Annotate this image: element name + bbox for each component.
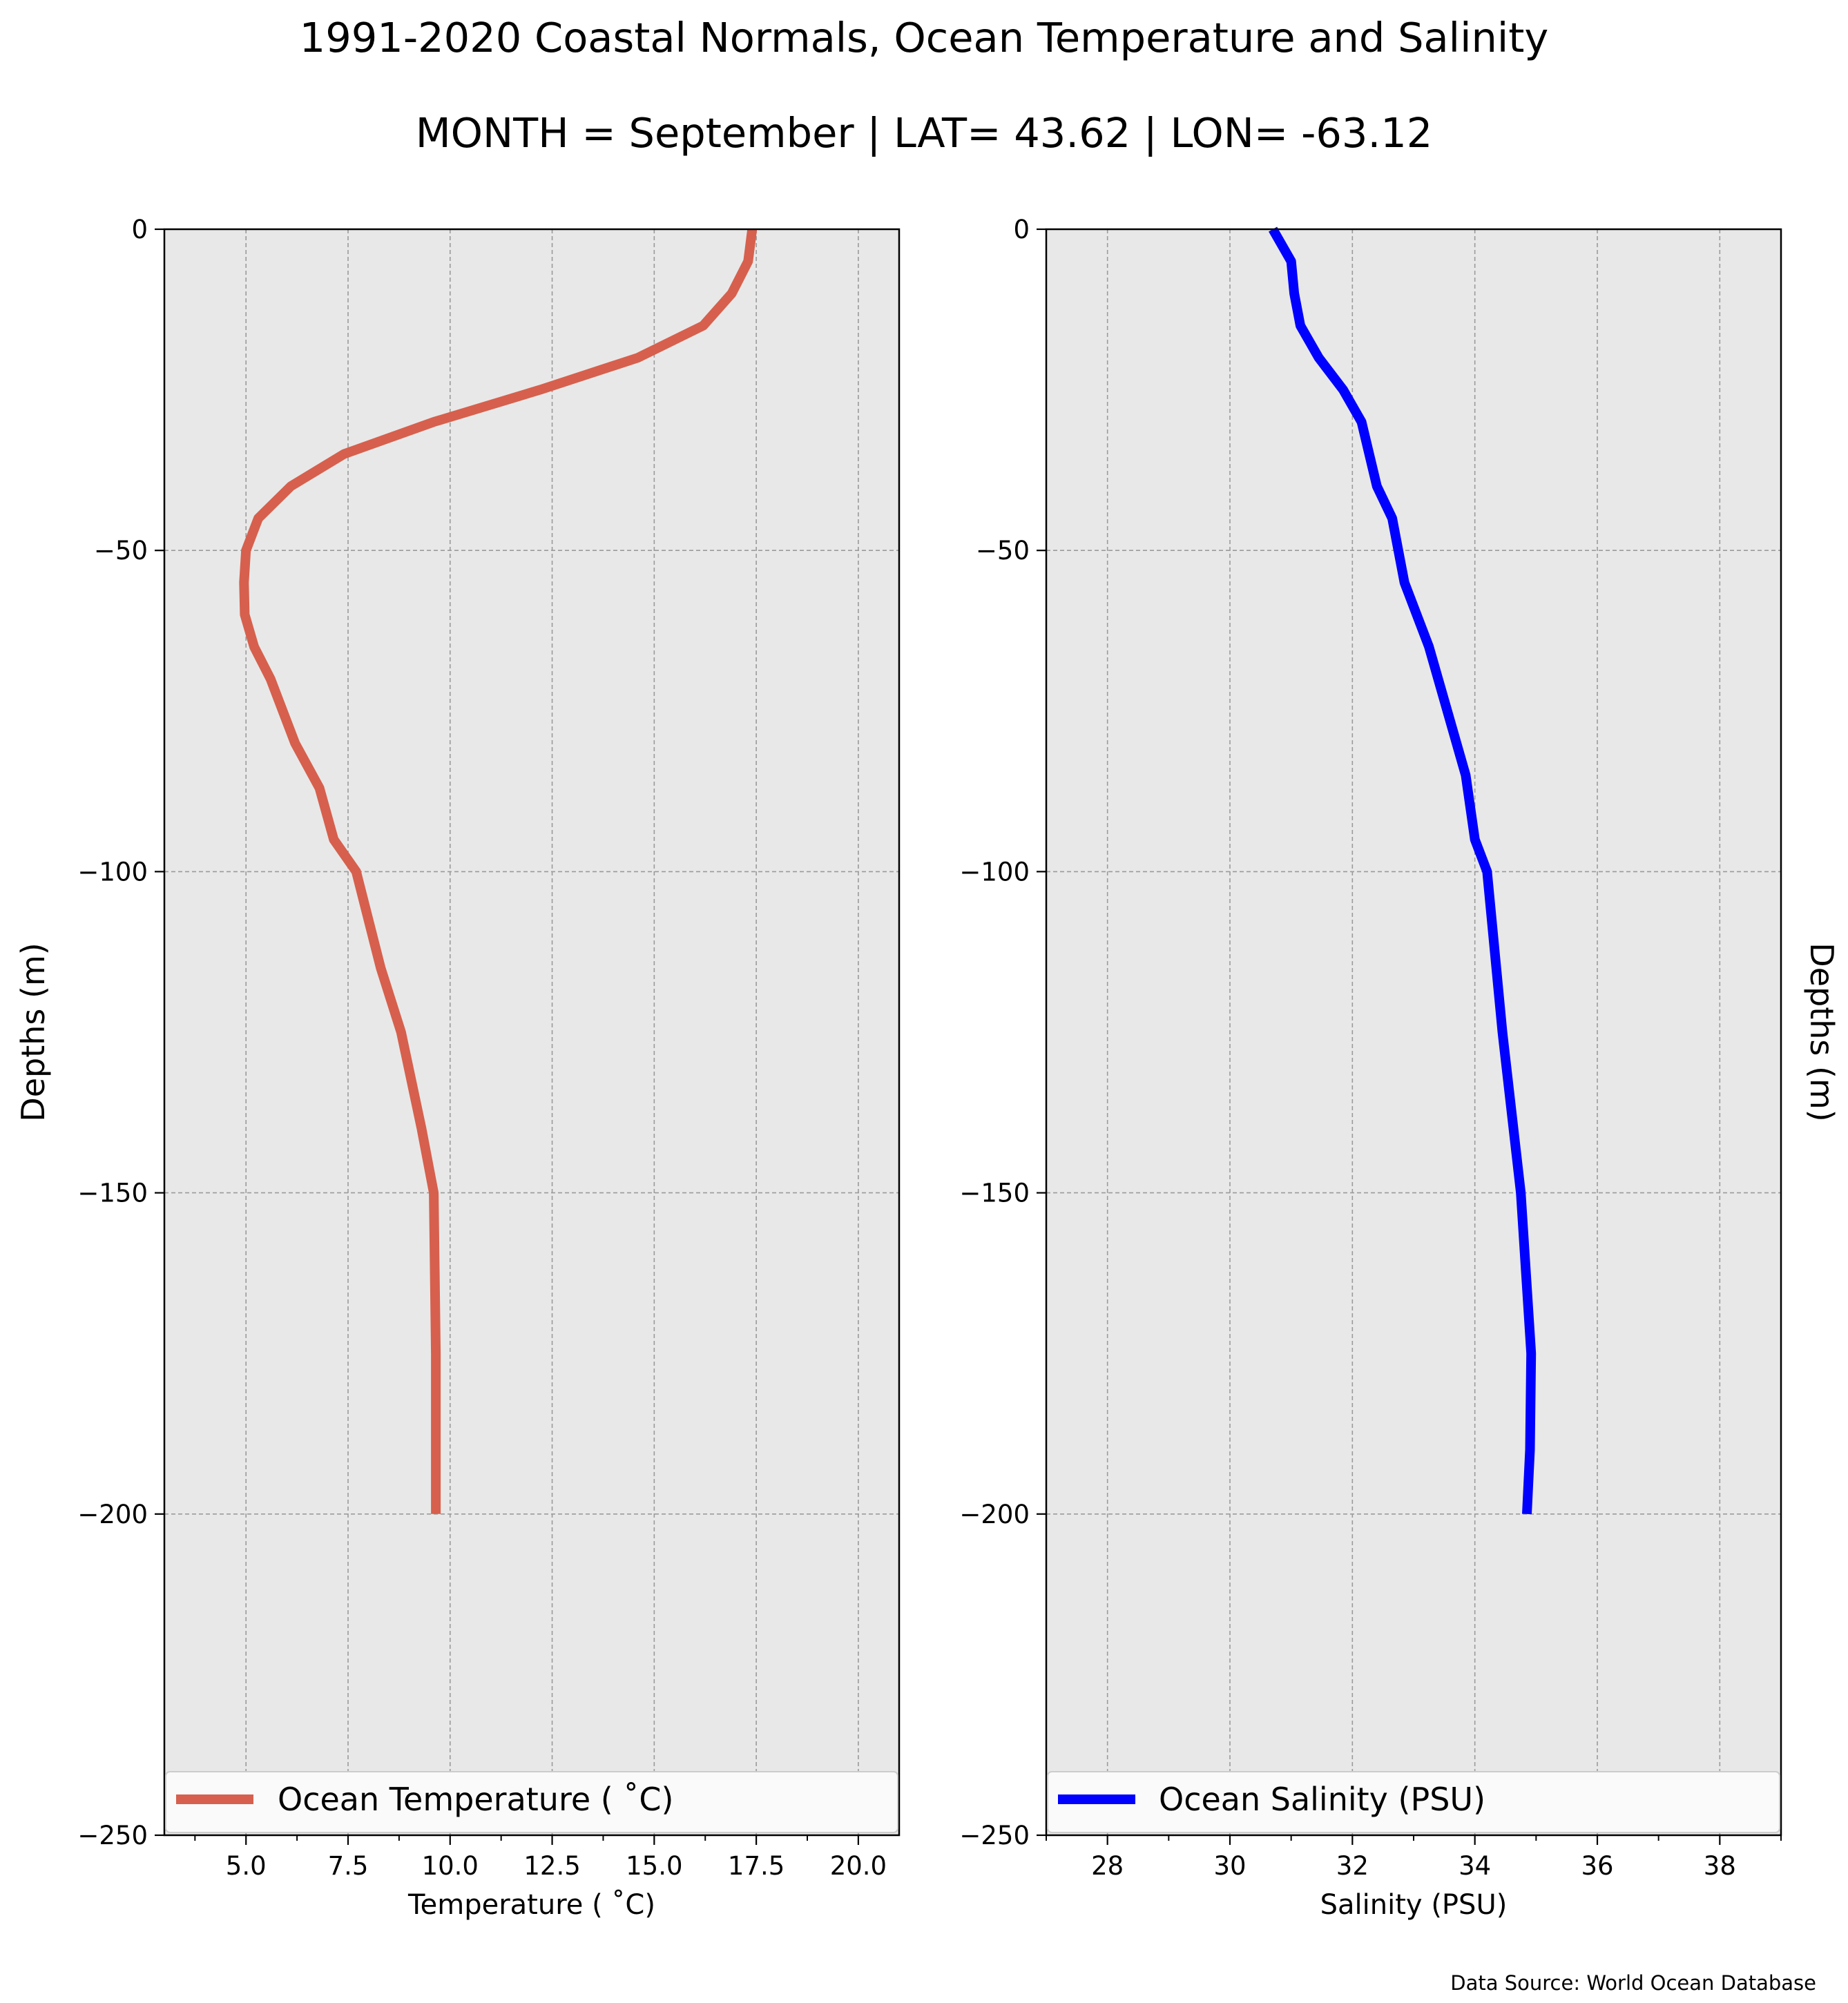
- temperature-ytick-label: −200: [77, 1500, 148, 1529]
- temperature-ytick-label: −100: [77, 857, 148, 887]
- salinity-ytick-label: −250: [959, 1821, 1030, 1850]
- temperature-xtick-label: 5.0: [226, 1851, 267, 1881]
- salinity-panel: 28 30 32 34 36 38 0 −50 −100 −150 −200 −250 Salini…: [959, 215, 1840, 1921]
- temperature-xtick-label: 15.0: [626, 1851, 682, 1881]
- temperature-panel: 5.0 7.5 10.0 12.5 15.0 17.5 20.0 0 −50 −100 −150 −…: [15, 215, 901, 1921]
- salinity-xtick-label: 30: [1213, 1851, 1246, 1881]
- temperature-series-layer: [239, 229, 758, 1514]
- temperature-series-line: [239, 229, 758, 1514]
- salinity-xtick-label: 28: [1091, 1851, 1124, 1881]
- temperature-legend-box: [165, 1771, 898, 1833]
- temperature-xticks: 5.0 7.5 10.0 12.5 15.0 17.5 20.0: [194, 1835, 887, 1881]
- salinity-legend: Ocean Salinity (PSU): [1047, 1771, 1780, 1833]
- salinity-legend-label: Ocean Salinity (PSU): [1159, 1781, 1485, 1818]
- temperature-xtick-label: 17.5: [728, 1851, 785, 1881]
- temperature-yticks: 0 −50 −100 −150 −200 −250: [77, 215, 164, 1850]
- figure-title: 1991-2020 Coastal Normals, Ocean Tempera…: [300, 14, 1549, 61]
- salinity-ytick-label: 0: [1013, 215, 1030, 244]
- salinity-series-layer: [1269, 226, 1537, 1515]
- salinity-xtick-label: 38: [1704, 1851, 1736, 1881]
- temperature-xtick-label: 10.0: [422, 1851, 479, 1881]
- salinity-gridlines: [1046, 229, 1781, 1836]
- salinity-xtick-label: 34: [1459, 1851, 1491, 1881]
- temperature-legend-label: Ocean Temperature ( ˚C): [278, 1781, 673, 1818]
- temperature-ytick-label: 0: [131, 215, 148, 244]
- salinity-ytick-label: −150: [959, 1179, 1030, 1208]
- salinity-x-axis-label: Salinity (PSU): [1320, 1889, 1508, 1921]
- temperature-ytick-label: −250: [77, 1821, 148, 1850]
- temperature-plot-frame: [163, 228, 901, 1837]
- salinity-xtick-label: 32: [1336, 1851, 1369, 1881]
- salinity-series-line: [1269, 226, 1537, 1515]
- data-source-note: Data Source: World Ocean Database: [1450, 1971, 1816, 1995]
- salinity-yticks: 0 −50 −100 −150 −200 −250: [959, 215, 1046, 1850]
- temperature-ytick-label: −50: [94, 536, 148, 565]
- salinity-ytick-label: −50: [976, 536, 1030, 565]
- temperature-xtick-label: 7.5: [328, 1851, 369, 1881]
- temperature-y-axis-label: Depths (m): [15, 942, 52, 1121]
- figure-subtitle: MONTH = September | LAT= 43.62 | LON= -6…: [416, 109, 1433, 157]
- salinity-xticks: 28 30 32 34 36 38: [1046, 1835, 1782, 1881]
- temperature-xtick-label: 12.5: [523, 1851, 580, 1881]
- salinity-legend-box: [1047, 1771, 1780, 1833]
- temperature-ytick-label: −150: [77, 1179, 148, 1208]
- salinity-y-axis-label: Depths (m): [1803, 942, 1840, 1121]
- temperature-legend: Ocean Temperature ( ˚C): [165, 1771, 898, 1833]
- temperature-plot-background: [164, 229, 899, 1835]
- salinity-plot-background: [1046, 229, 1781, 1835]
- salinity-ytick-label: −200: [959, 1500, 1030, 1529]
- temperature-xtick-label: 20.0: [830, 1851, 887, 1881]
- salinity-xtick-label: 36: [1581, 1851, 1613, 1881]
- salinity-ytick-label: −100: [959, 857, 1030, 887]
- temperature-x-axis-label: Temperature ( ˚C): [407, 1889, 655, 1921]
